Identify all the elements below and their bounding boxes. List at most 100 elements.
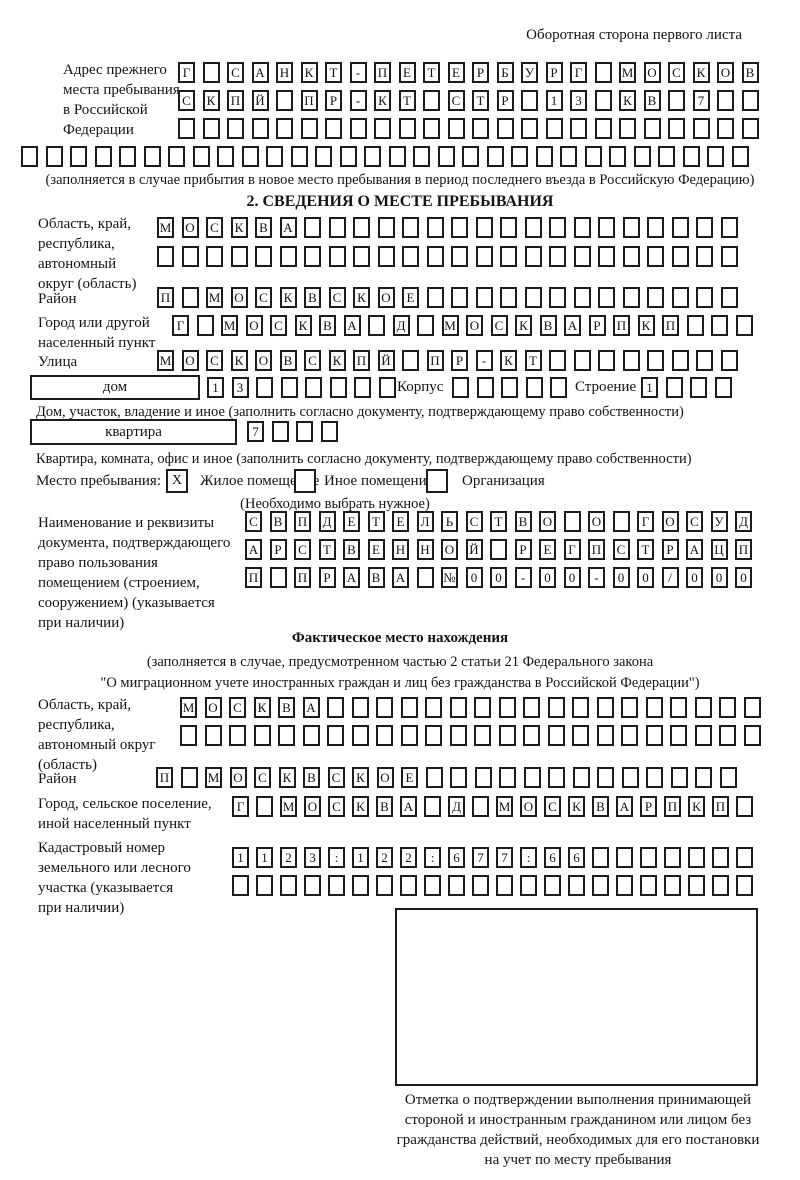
- form-cell[interactable]: [376, 697, 393, 718]
- form-cell[interactable]: С: [304, 350, 321, 371]
- form-cell[interactable]: [450, 767, 467, 788]
- form-cell[interactable]: [547, 697, 565, 718]
- form-cell[interactable]: П: [588, 539, 605, 560]
- form-cell[interactable]: Т: [472, 90, 489, 111]
- form-cell[interactable]: [719, 697, 736, 718]
- form-cell[interactable]: [521, 118, 538, 139]
- form-cell[interactable]: [570, 118, 587, 139]
- form-cell[interactable]: С: [270, 315, 287, 336]
- form-cell[interactable]: [609, 146, 626, 167]
- form-cell[interactable]: Д: [318, 511, 336, 532]
- form-cell[interactable]: Е: [402, 287, 419, 308]
- form-cell[interactable]: К: [353, 287, 370, 308]
- form-cell[interactable]: М: [157, 217, 174, 238]
- form-cell[interactable]: А: [400, 796, 417, 817]
- form-cell[interactable]: Г: [637, 511, 654, 532]
- form-cell[interactable]: С: [178, 90, 195, 111]
- form-cell[interactable]: [351, 697, 369, 718]
- form-cell[interactable]: [524, 246, 542, 267]
- form-cell[interactable]: [670, 767, 688, 788]
- form-cell[interactable]: [376, 725, 393, 746]
- form-cell[interactable]: В: [514, 511, 532, 532]
- form-cell[interactable]: [568, 875, 585, 896]
- form-cell[interactable]: К: [637, 315, 655, 336]
- form-cell[interactable]: [180, 725, 197, 746]
- form-cell[interactable]: Т: [318, 539, 336, 560]
- form-cell[interactable]: Е: [401, 767, 418, 788]
- form-cell[interactable]: [671, 350, 689, 371]
- form-cell[interactable]: П: [374, 62, 391, 83]
- form-cell[interactable]: [377, 217, 395, 238]
- form-cell[interactable]: [640, 875, 657, 896]
- form-cell[interactable]: [622, 246, 640, 267]
- form-cell[interactable]: [398, 118, 416, 139]
- form-cell[interactable]: [353, 217, 370, 238]
- form-cell[interactable]: [647, 350, 664, 371]
- form-cell[interactable]: П: [353, 350, 370, 371]
- form-cell[interactable]: 0: [686, 567, 703, 588]
- form-cell[interactable]: [594, 62, 612, 83]
- form-cell[interactable]: 0: [637, 567, 654, 588]
- form-cell[interactable]: [524, 217, 542, 238]
- form-cell[interactable]: [302, 725, 320, 746]
- form-cell[interactable]: [320, 421, 338, 442]
- form-cell[interactable]: П: [613, 315, 630, 336]
- form-cell[interactable]: П: [300, 90, 318, 111]
- form-cell[interactable]: 2: [376, 847, 393, 868]
- form-cell[interactable]: 1: [207, 377, 224, 398]
- form-cell[interactable]: [664, 847, 681, 868]
- form-cell[interactable]: Т: [398, 90, 416, 111]
- form-cell[interactable]: [180, 767, 198, 788]
- form-cell[interactable]: 0: [735, 567, 752, 588]
- form-cell[interactable]: [633, 146, 651, 167]
- stay-type-checkbox-other-premises[interactable]: [294, 469, 316, 493]
- form-cell[interactable]: А: [245, 539, 262, 560]
- form-cell[interactable]: К: [202, 90, 220, 111]
- form-cell[interactable]: [255, 246, 272, 267]
- form-cell[interactable]: Р: [496, 90, 514, 111]
- form-cell[interactable]: [256, 377, 273, 398]
- form-cell[interactable]: [592, 847, 609, 868]
- form-cell[interactable]: [425, 725, 442, 746]
- form-cell[interactable]: [496, 118, 514, 139]
- form-cell[interactable]: В: [343, 539, 360, 560]
- form-cell[interactable]: [647, 246, 664, 267]
- form-cell[interactable]: [449, 725, 467, 746]
- form-cell[interactable]: [501, 377, 518, 398]
- form-cell[interactable]: С: [544, 796, 561, 817]
- form-cell[interactable]: С: [465, 511, 483, 532]
- form-cell[interactable]: С: [206, 217, 223, 238]
- form-cell[interactable]: [525, 377, 543, 398]
- form-cell[interactable]: 2: [400, 847, 417, 868]
- form-cell[interactable]: [402, 246, 419, 267]
- form-cell[interactable]: [400, 725, 418, 746]
- form-cell[interactable]: В: [303, 767, 320, 788]
- form-cell[interactable]: [573, 217, 591, 238]
- form-cell[interactable]: С: [686, 511, 703, 532]
- form-cell[interactable]: С: [490, 315, 508, 336]
- form-cell[interactable]: [402, 350, 419, 371]
- form-cell[interactable]: [719, 767, 737, 788]
- form-cell[interactable]: [374, 118, 391, 139]
- form-cell[interactable]: П: [662, 315, 679, 336]
- form-cell[interactable]: В: [279, 350, 297, 371]
- form-cell[interactable]: [452, 377, 469, 398]
- form-cell[interactable]: [229, 725, 246, 746]
- form-cell[interactable]: [664, 875, 681, 896]
- form-cell[interactable]: О: [661, 511, 679, 532]
- form-cell[interactable]: К: [230, 350, 248, 371]
- form-cell[interactable]: Е: [343, 511, 360, 532]
- form-cell[interactable]: [388, 146, 406, 167]
- form-cell[interactable]: -: [514, 567, 532, 588]
- form-cell[interactable]: [349, 118, 367, 139]
- form-cell[interactable]: [304, 246, 321, 267]
- form-cell[interactable]: Ц: [710, 539, 728, 560]
- form-cell[interactable]: 3: [570, 90, 587, 111]
- form-cell[interactable]: /: [661, 567, 679, 588]
- form-cell[interactable]: 6: [448, 847, 465, 868]
- form-cell[interactable]: [694, 697, 712, 718]
- form-cell[interactable]: [619, 118, 636, 139]
- form-cell[interactable]: Г: [172, 315, 189, 336]
- form-cell[interactable]: П: [157, 287, 174, 308]
- form-cell[interactable]: Т: [637, 539, 654, 560]
